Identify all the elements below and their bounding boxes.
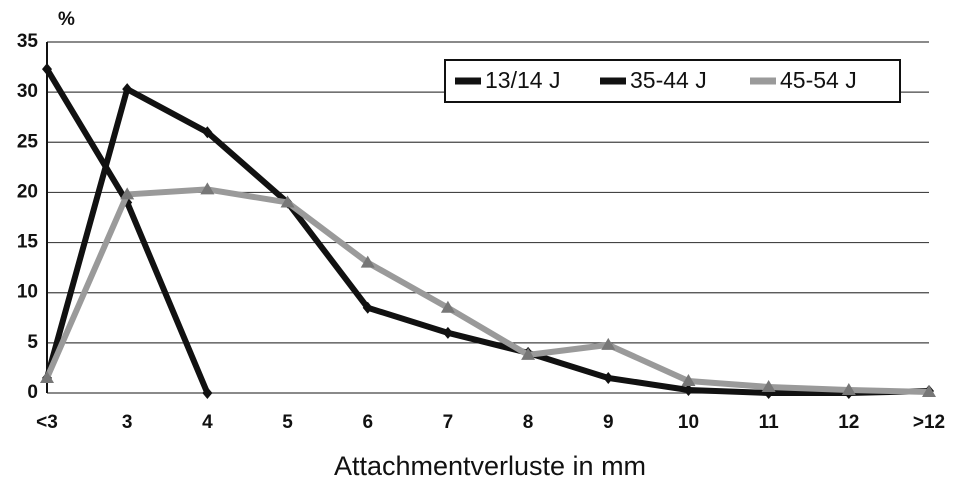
x-tick-label: 7 [443, 412, 454, 433]
marker [442, 326, 453, 339]
marker [202, 126, 213, 139]
marker [122, 83, 133, 96]
x-tick-label: 6 [362, 412, 373, 433]
marker [841, 382, 856, 395]
y-tick-label: 10 [17, 282, 38, 303]
y-tick-label: 15 [17, 232, 39, 253]
marker [280, 195, 295, 208]
marker [360, 255, 375, 268]
legend-label: 35-44 J [630, 67, 707, 93]
x-tick-label: 5 [282, 412, 293, 433]
y-tick-label: 30 [17, 81, 38, 102]
marker [683, 383, 694, 396]
marker [521, 347, 536, 360]
series-line [44, 86, 930, 396]
x-tick-label: 9 [603, 412, 614, 433]
x-tick-label: 10 [678, 412, 699, 433]
marker [362, 301, 373, 314]
marker [922, 384, 936, 397]
x-tick-label: >12 [913, 412, 945, 433]
x-tick-label: 3 [122, 412, 133, 433]
y-tick-label: 25 [17, 131, 39, 152]
marker [202, 387, 213, 399]
marker [601, 337, 616, 350]
marker [681, 373, 696, 386]
y-tick-label: 35 [17, 31, 39, 52]
y-tick-label: 20 [17, 181, 38, 202]
x-tick-label: 11 [759, 412, 780, 433]
legend-label: 13/14 J [485, 67, 560, 93]
legend-box [444, 59, 901, 103]
x-tick-label: 4 [202, 412, 213, 433]
x-tick-label: 12 [838, 412, 859, 433]
x-tick-label: 8 [523, 412, 534, 433]
y-unit: % [58, 9, 75, 30]
series-line [44, 186, 930, 395]
y-tick-label: 5 [27, 332, 38, 353]
x-axis-label: Attachmentverluste in mm [334, 451, 646, 481]
y-tick-label: 0 [27, 382, 38, 403]
x-tick-label: <3 [36, 412, 58, 433]
marker [603, 371, 614, 384]
marker [120, 187, 135, 200]
marker [42, 63, 52, 76]
marker [40, 370, 54, 383]
legend-label: 45-54 J [780, 67, 857, 93]
marker [440, 300, 455, 313]
marker [200, 182, 215, 195]
marker [761, 379, 776, 392]
